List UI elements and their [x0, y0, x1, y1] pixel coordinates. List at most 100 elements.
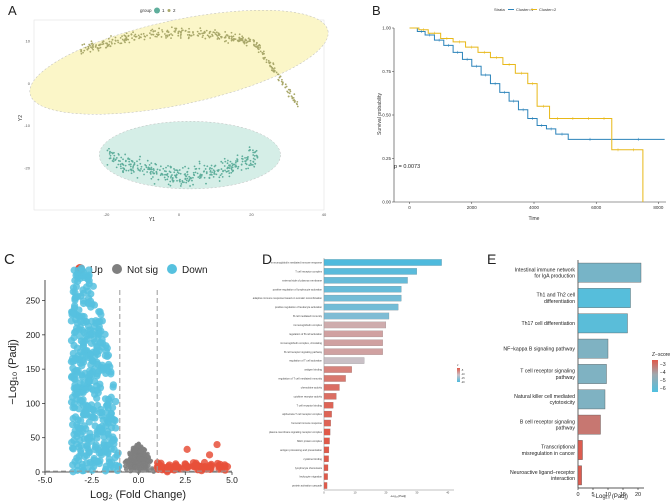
point-group-1	[247, 167, 250, 170]
point-down	[106, 414, 114, 422]
point-group-1	[120, 167, 122, 170]
point-down	[95, 308, 103, 316]
point-group-1	[132, 165, 135, 168]
point-group-2	[205, 29, 208, 32]
point-group-2	[216, 38, 219, 40]
point-group-1	[150, 162, 153, 165]
bar	[577, 414, 601, 435]
point-group-2	[187, 36, 190, 39]
point-group-2	[262, 50, 265, 53]
category-label: external side of plasma membrane	[282, 278, 322, 282]
point-group-1	[230, 168, 233, 171]
point-group-2	[171, 34, 174, 37]
point-not-sig	[151, 469, 156, 474]
point-group-2	[167, 31, 170, 34]
point-group-1	[143, 173, 145, 176]
point-group-2	[277, 78, 280, 81]
point-group-1	[186, 177, 189, 180]
point-group-2	[256, 46, 258, 49]
point-group-1	[162, 167, 165, 170]
point-group-1	[167, 165, 169, 167]
point-group-1	[129, 165, 132, 168]
point-down	[69, 445, 77, 453]
point-group-1	[157, 178, 160, 181]
point-group-1	[228, 175, 231, 178]
point-group-2	[134, 33, 137, 36]
point-group-1	[137, 168, 140, 171]
point-down	[95, 449, 103, 457]
point-group-2	[293, 99, 295, 101]
point-group-1	[198, 162, 201, 165]
point-group-1	[145, 166, 148, 169]
point-group-1	[236, 159, 239, 161]
point-group-2	[215, 33, 218, 36]
point-down	[84, 464, 92, 472]
point-group-1	[187, 180, 190, 183]
point-group-1	[150, 166, 153, 169]
go-enrichment-bar-chart: D immunoglobulin mediated immune respons…	[253, 251, 465, 498]
point-down	[86, 331, 94, 339]
point-not-sig	[123, 463, 128, 469]
point-group-2	[114, 39, 117, 42]
confidence-ellipse-group-2	[29, 9, 329, 115]
point-group-2	[241, 38, 244, 40]
point-group-2	[106, 45, 109, 48]
point-down	[70, 430, 78, 438]
point-down	[109, 403, 117, 412]
point-group-1	[143, 168, 146, 171]
point-group-2	[215, 31, 218, 34]
x-tick-label: 2000	[467, 205, 478, 210]
point-group-2	[86, 48, 89, 51]
point-group-2	[291, 97, 294, 100]
point-group-2	[276, 73, 279, 76]
category-label: humoral immune response	[291, 421, 322, 425]
point-group-1	[168, 170, 171, 173]
point-group-1	[124, 164, 127, 167]
point-group-2	[211, 33, 213, 36]
y-axis-label: Survival probability	[377, 93, 383, 135]
point-group-2	[199, 27, 202, 30]
point-group-1	[253, 165, 256, 168]
x-tick-label: 2.5	[179, 475, 191, 485]
bar	[323, 464, 329, 471]
point-group-2	[231, 36, 233, 38]
point-group-2	[90, 42, 93, 45]
point-group-2	[239, 39, 242, 41]
point-down	[107, 424, 116, 432]
point-group-2	[124, 38, 127, 40]
point-group-2	[180, 30, 183, 33]
bar	[323, 357, 365, 364]
point-down	[102, 408, 111, 417]
y-tick-label: 0.00	[382, 200, 391, 205]
point-group-1	[156, 168, 159, 171]
point-down	[87, 290, 95, 298]
point-group-1	[226, 159, 229, 162]
point-down	[105, 434, 113, 442]
legend-swatch-down	[167, 264, 177, 274]
point-down	[78, 362, 86, 370]
point-group-1	[163, 176, 166, 179]
point-not-sig	[146, 463, 151, 469]
point-group-1	[159, 165, 162, 168]
point-down	[76, 317, 85, 326]
point-group-1	[117, 159, 120, 162]
point-group-2	[230, 37, 233, 40]
point-group-2	[271, 66, 274, 69]
point-group-2	[146, 34, 148, 37]
point-group-1	[136, 160, 138, 163]
panel-d-letter: D	[262, 251, 272, 267]
point-group-2	[253, 39, 256, 42]
point-group-1	[224, 160, 227, 163]
point-down	[70, 399, 78, 408]
point-group-2	[154, 35, 157, 38]
point-down	[89, 406, 97, 414]
point-group-2	[228, 36, 230, 39]
point-group-1	[252, 154, 255, 156]
point-group-1	[152, 172, 155, 175]
point-group-2	[259, 46, 262, 49]
point-group-2	[137, 34, 140, 37]
category-label: T cell receptor complex	[295, 269, 322, 273]
point-up	[218, 464, 226, 473]
point-group-1	[178, 169, 181, 171]
point-group-1	[224, 169, 226, 172]
